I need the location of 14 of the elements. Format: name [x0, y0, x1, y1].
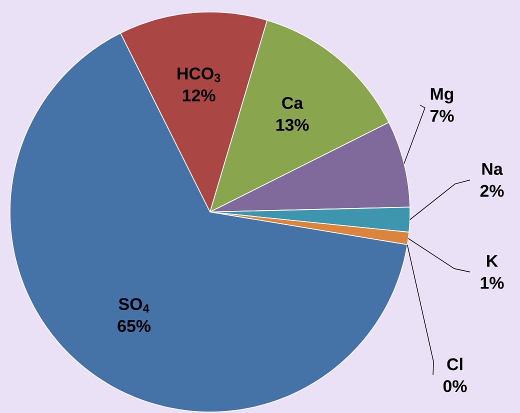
slice-label: HCO$_{3}$ — [178, 68, 220, 82]
slice-label: K — [487, 255, 498, 267]
text: 0% — [443, 380, 467, 392]
data-label: 12% — [182, 89, 216, 102]
data-label: 1% — [480, 276, 504, 289]
slice-label: Na — [482, 163, 503, 175]
data-label: 65% — [118, 320, 151, 332]
slice-label: Mg — [430, 88, 454, 104]
category-label: Cl — [447, 358, 462, 370]
slice-label: SO$_{4}$ — [118, 298, 150, 312]
data-label: 2% — [480, 184, 504, 197]
data-label: 13% — [276, 118, 309, 131]
data-label: 7% — [430, 110, 454, 122]
slice-label: Ca — [282, 96, 304, 109]
